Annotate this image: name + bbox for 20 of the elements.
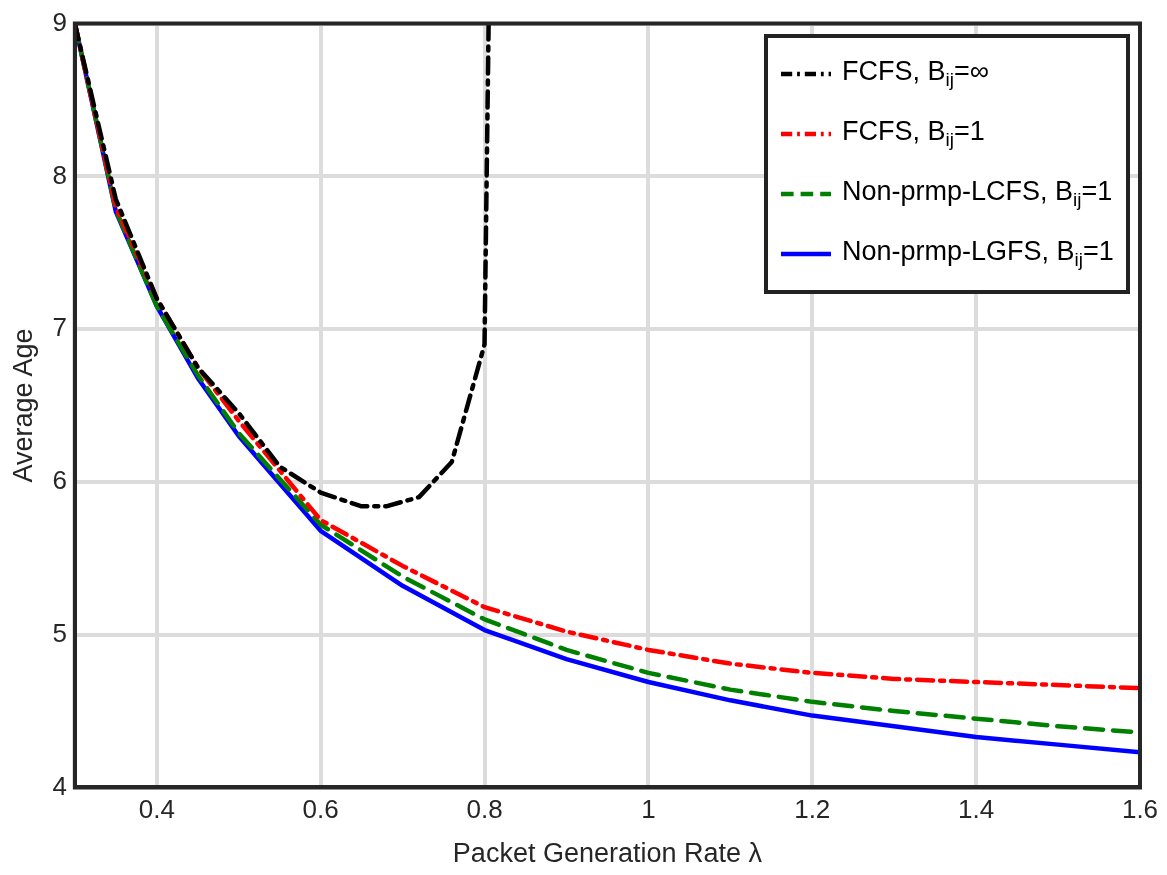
x-axis-title: Packet Generation Rate λ (452, 838, 763, 869)
x-tick-label: 0.4 (138, 794, 175, 825)
x-tick-label: 1.2 (794, 794, 831, 825)
line-series (74, 23, 491, 509)
x-tick-label: 1 (641, 794, 656, 825)
x-tick-label: 0.8 (466, 794, 503, 825)
legend-label: Non-prmp-LCFS, B$_{ij}$=1 (842, 175, 1113, 212)
legend-label: FCFS, B$_{ij}$=∞ (842, 55, 989, 92)
y-tick-label: 8 (52, 159, 67, 190)
y-tick-label: 4 (52, 770, 67, 801)
x-tick-label: 0.6 (302, 794, 339, 825)
y-tick-label: 7 (52, 312, 67, 343)
y-tick-label: 5 (52, 617, 67, 648)
x-tick-label: 1.6 (1121, 794, 1159, 825)
y-tick-label: 6 (52, 465, 67, 496)
y-tick-label: 9 (52, 6, 67, 37)
x-tick-label: 1.4 (958, 794, 995, 825)
y-axis-title: Average Age (7, 328, 38, 483)
legend-label: Non-prmp-LGFS, B$_{ij}$=1 (842, 235, 1114, 272)
legend-label: FCFS, B$_{ij}$=1 (842, 115, 985, 152)
